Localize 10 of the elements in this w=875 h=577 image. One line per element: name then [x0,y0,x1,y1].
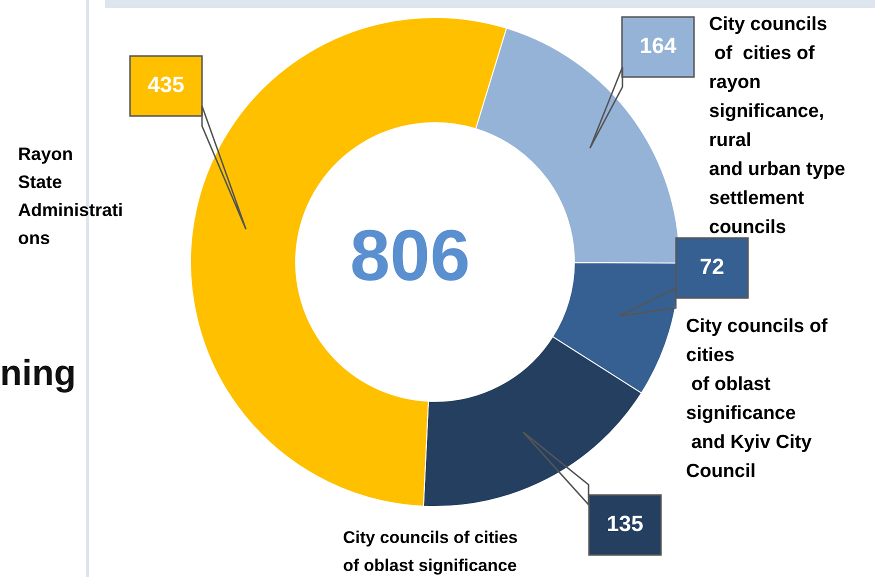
text: 806 [350,215,470,297]
slice-label: Rayon State Administrati ons [18,143,124,250]
data-label: 135 [606,511,644,536]
slice-label: City councils of cities of oblast significance and Kyiv City Council [686,315,828,484]
text: ning [0,352,76,394]
data-label: 72 [700,254,724,280]
slice-label: City councils of cities of oblast significance [343,527,518,577]
data-label: 435 [148,72,184,98]
slice-label: City councils of cities of rayon significance, rural and urban type settlement councils [709,13,846,240]
data-label: 164 [640,33,678,58]
